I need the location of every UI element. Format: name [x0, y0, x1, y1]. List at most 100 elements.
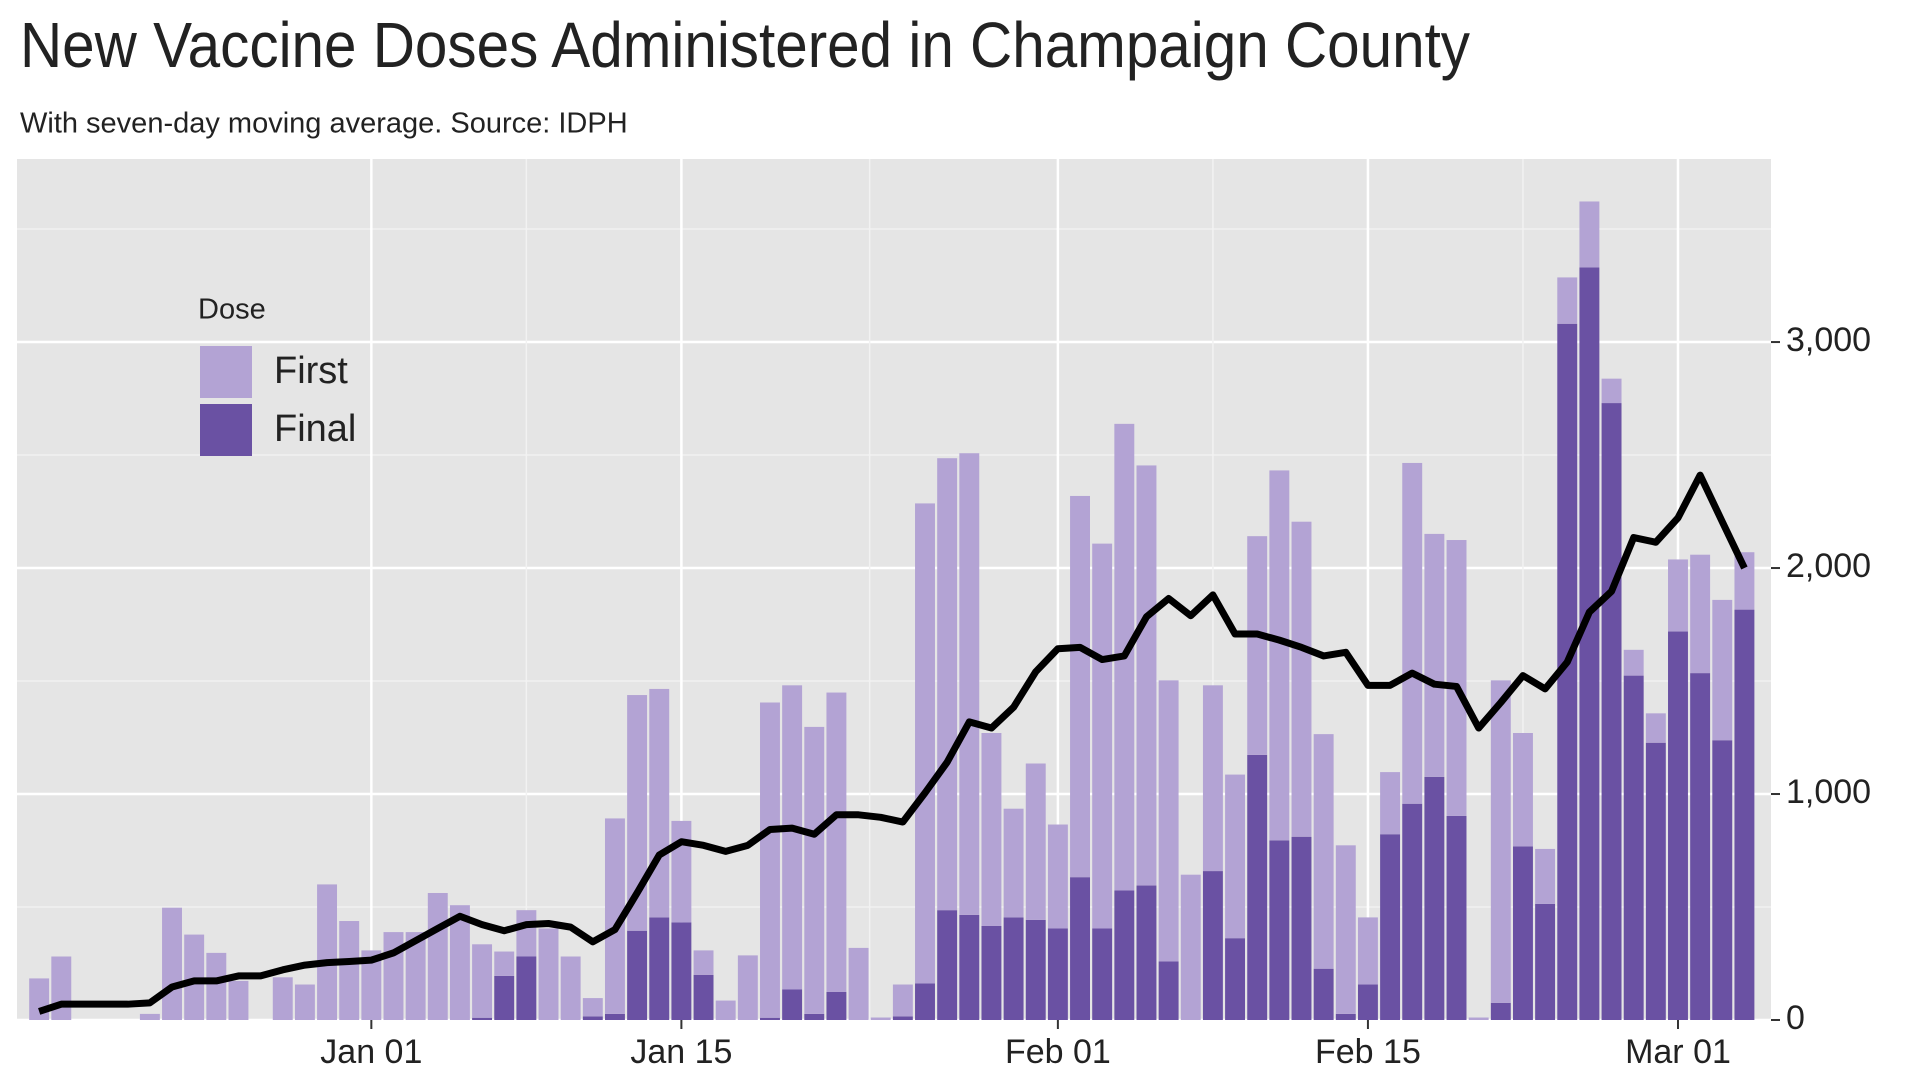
bar-segment	[1535, 848, 1556, 904]
bar-segment	[339, 921, 360, 1020]
bar-segment	[1291, 521, 1312, 837]
bar-segment	[361, 950, 382, 1020]
bar-segment	[1003, 917, 1024, 1020]
bar-segment	[272, 977, 293, 1020]
bar-segment	[826, 991, 847, 1020]
bar-segment	[1512, 733, 1533, 847]
bar-segment	[1623, 649, 1644, 676]
bar-segment	[1380, 772, 1401, 835]
bar-segment	[1247, 536, 1268, 755]
bar-segment	[1225, 938, 1246, 1020]
bar-segment	[1734, 552, 1755, 610]
bar-segment	[1579, 201, 1600, 268]
bars	[29, 201, 1755, 1021]
bar-segment	[162, 907, 182, 1020]
bar-segment	[1357, 917, 1378, 985]
bar-segment	[1712, 599, 1733, 741]
bar-segment	[1202, 685, 1223, 872]
bar-segment	[1535, 903, 1556, 1020]
bar-segment	[937, 458, 958, 911]
bar-segment	[848, 947, 869, 1020]
bar-segment	[892, 984, 913, 1017]
bar-segment	[804, 1013, 825, 1020]
bar-segment	[317, 884, 338, 1020]
bar-segment	[494, 975, 515, 1020]
bar-segment	[1690, 673, 1711, 1020]
bar-segment	[1402, 803, 1423, 1020]
bar-segment	[1357, 984, 1378, 1020]
bar-segment	[139, 1013, 160, 1020]
bar-segment	[1225, 774, 1246, 939]
plot-background	[17, 159, 1771, 1020]
bar-segment	[1070, 495, 1090, 878]
legend-key	[200, 346, 252, 398]
bar-segment	[1557, 277, 1578, 324]
bar-segment	[1557, 323, 1578, 1020]
bar-segment	[649, 917, 670, 1020]
bar-segment	[959, 914, 980, 1020]
bar-segment	[627, 930, 648, 1020]
bar-segment	[915, 983, 935, 1020]
bar-segment	[892, 1016, 913, 1020]
y-tick-label: 3,000	[1786, 321, 1871, 359]
bar-segment	[937, 910, 958, 1020]
x-tick-label: Jan 15	[630, 1033, 732, 1071]
bar-segment	[538, 928, 559, 1020]
bar-segment	[206, 952, 227, 1020]
bar-segment	[449, 905, 470, 1020]
line-layer	[38, 471, 1748, 1015]
bar-segment	[405, 932, 426, 1020]
moving-average-line	[38, 471, 1748, 1015]
bar-segment	[1335, 1013, 1356, 1020]
bar-segment	[494, 951, 515, 976]
bar-segment	[1047, 928, 1068, 1020]
bar-segment	[1136, 885, 1157, 1020]
legend-title: Dose	[198, 294, 266, 326]
bar-segment	[1070, 877, 1090, 1020]
bar-segment	[1490, 1002, 1511, 1020]
bar-segment	[760, 1017, 780, 1020]
bar-segment	[1136, 465, 1157, 886]
bar-segment	[1645, 742, 1666, 1020]
bar-segment	[582, 998, 603, 1017]
bar-segment	[1158, 961, 1179, 1020]
bar-segment	[1668, 631, 1688, 1020]
bar-segment	[915, 503, 935, 984]
bar-segment	[1601, 378, 1622, 404]
bar-segment	[1202, 871, 1223, 1020]
x-tick-label: Mar 01	[1625, 1033, 1731, 1071]
bar-segment	[1335, 845, 1356, 1014]
bar-segment	[1490, 680, 1511, 1003]
bar-segment	[1402, 462, 1423, 804]
bar-segment	[1380, 834, 1401, 1020]
bar-segment	[1424, 533, 1445, 777]
bar-segment	[1645, 713, 1666, 743]
bar-segment	[1668, 559, 1688, 632]
y-tick-label: 2,000	[1786, 547, 1871, 585]
bar-segment	[1468, 1017, 1489, 1020]
x-tick-label: Jan 01	[320, 1033, 422, 1071]
legend: Dose First Final	[198, 294, 356, 456]
bar-segment	[472, 1017, 493, 1020]
bar-segment	[826, 692, 847, 992]
bar-segment	[472, 944, 493, 1018]
bar-segment	[516, 956, 537, 1020]
x-tick-label: Feb 01	[1005, 1033, 1111, 1071]
bar-segment	[1446, 540, 1467, 816]
bar-segment	[1712, 740, 1733, 1020]
bar-segment	[604, 818, 625, 1014]
bar-segment	[516, 910, 537, 957]
x-tick-label: Feb 15	[1315, 1033, 1421, 1071]
bar-segment	[1512, 846, 1533, 1020]
bar-segment	[1047, 824, 1068, 929]
bar-segment	[1690, 554, 1711, 674]
bar-segment	[1269, 840, 1290, 1020]
bar-segment	[981, 925, 1002, 1020]
bar-segment	[782, 685, 803, 990]
chart-title: New Vaccine Doses Administered in Champa…	[20, 9, 1470, 81]
legend-key	[200, 404, 252, 456]
bar-segment	[1601, 403, 1622, 1020]
bar-segment	[1734, 609, 1755, 1020]
legend-label: First	[274, 350, 348, 392]
